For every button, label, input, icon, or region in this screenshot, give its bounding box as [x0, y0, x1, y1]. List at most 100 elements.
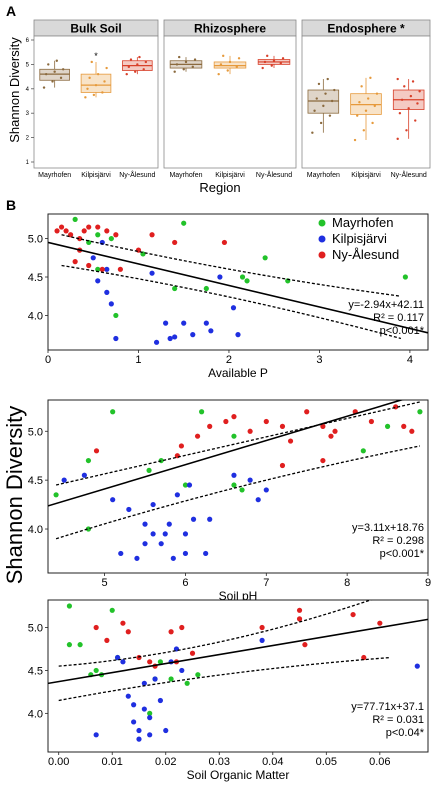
data-point	[178, 55, 181, 59]
data-point-mayrhofen	[85, 457, 92, 464]
data-point-kilpisj-rvi	[136, 727, 142, 734]
data-point	[270, 64, 273, 67]
data-point	[315, 97, 318, 100]
x-category-label: Ny-Ålesund	[391, 170, 427, 179]
data-point	[328, 114, 332, 117]
data-point	[182, 68, 185, 71]
data-point-kilpisj-rvi	[179, 667, 185, 674]
data-point	[279, 61, 282, 65]
fit-stat-2: p<0.001*	[380, 325, 425, 337]
panel-label-a: A	[6, 3, 16, 19]
legend-label-mayrhofen: Mayrhofen	[332, 215, 393, 230]
plot-area	[48, 216, 428, 345]
data-point-ny-lesund	[179, 624, 185, 631]
x-category-label: Mayrhofen	[307, 172, 340, 179]
data-point-mayrhofen	[109, 607, 115, 613]
x-tick-label: 0	[45, 354, 51, 366]
data-point-ny-lesund	[401, 423, 407, 429]
data-point-kilpisj-rvi	[142, 521, 148, 527]
box	[307, 89, 340, 114]
y-tick-label: 6	[26, 38, 30, 44]
data-point-kilpisj-rvi	[152, 676, 158, 682]
fit-stat-2: p<0.04*	[386, 727, 425, 739]
data-point-ny-lesund	[368, 418, 375, 425]
data-point	[138, 55, 141, 59]
data-point-ny-lesund	[136, 654, 142, 661]
y-tick-label: 4.5	[28, 272, 43, 284]
data-point-kilpisj-rvi	[182, 550, 189, 557]
data-point-ny-lesund	[86, 262, 92, 269]
data-point-ny-lesund	[113, 232, 119, 238]
data-point-mayrhofen	[262, 255, 268, 261]
data-point-mayrhofen	[203, 285, 209, 292]
x-category-label: Mayrhofen	[169, 172, 202, 179]
data-point-ny-lesund	[409, 428, 415, 434]
data-point-kilpisj-rvi	[61, 477, 67, 483]
x-category-label: Kilpisjärvi	[81, 172, 111, 179]
data-point-ny-lesund	[223, 418, 229, 425]
data-point-kilpisj-rvi	[231, 472, 237, 478]
x-category-label: Ny-Ålesund	[119, 170, 155, 179]
data-point-kilpisj-rvi	[190, 332, 196, 338]
y-tick-label: 4.0	[28, 310, 43, 322]
data-point-ny-lesund	[328, 433, 334, 439]
data-point-mayrhofen	[244, 278, 250, 284]
data-point-kilpisj-rvi	[131, 702, 137, 708]
y-tick-label: 5.0	[28, 622, 43, 634]
data-point-kilpisj-rvi	[203, 320, 209, 326]
x-category-label: Ny-Ålesund	[256, 170, 292, 179]
fit-stat-0: y=-2.94x+42.11	[348, 299, 424, 311]
data-point-ny-lesund	[377, 620, 383, 626]
x-axis-label: Available P	[208, 366, 268, 380]
data-point	[407, 107, 410, 110]
data-point-kilpisj-rvi	[414, 663, 420, 669]
data-point	[326, 77, 329, 81]
data-point	[396, 77, 399, 81]
data-point	[411, 80, 415, 83]
data-point	[263, 60, 267, 64]
confidence-band-upper	[61, 234, 401, 297]
data-point	[94, 83, 98, 87]
data-point	[44, 72, 48, 76]
x-tick-label: 6	[182, 577, 188, 589]
data-point	[317, 82, 321, 86]
data-point-kilpisj-rvi	[163, 727, 169, 734]
data-point-mayrhofen	[239, 274, 246, 280]
data-point-kilpisj-rvi	[108, 301, 114, 307]
significance-marker: *	[94, 51, 98, 61]
x-category-label: Kilpisjärvi	[351, 172, 381, 179]
data-point-mayrhofen	[384, 423, 391, 429]
data-point	[125, 72, 128, 76]
plot-frame	[163, 35, 297, 169]
data-point	[47, 63, 50, 66]
data-point-kilpisj-rvi	[114, 654, 121, 661]
fit-stat-1: R² = 0.117	[373, 312, 424, 324]
data-point-kilpisj-rvi	[90, 255, 96, 261]
data-point-kilpisj-rvi	[162, 531, 168, 537]
data-point-mayrhofen	[113, 312, 119, 319]
data-point-ny-lesund	[259, 624, 265, 631]
data-point	[228, 60, 232, 64]
data-point-ny-lesund	[147, 659, 153, 665]
x-tick-label: 0.03	[209, 756, 230, 768]
y-tick-label: 4.5	[28, 665, 43, 677]
data-point-kilpisj-rvi	[142, 541, 148, 547]
data-point-mayrhofen	[199, 409, 205, 415]
y-tick-label: 4.0	[28, 524, 43, 536]
legend-label-kilpisj-rvi: Kilpisjärvi	[332, 231, 387, 246]
y-tick-label: 5.0	[28, 234, 43, 246]
data-point	[313, 109, 316, 112]
confidence-band-upper	[55, 401, 421, 486]
data-point-mayrhofen	[95, 232, 101, 238]
data-point-mayrhofen	[181, 220, 187, 226]
data-point-ny-lesund	[104, 228, 110, 234]
x-tick-label: 0.04	[262, 756, 283, 768]
y-tick-label: 5	[26, 62, 30, 68]
data-point-mayrhofen	[72, 216, 78, 222]
data-point	[371, 121, 374, 125]
fit-stat-1: R² = 0.031	[372, 714, 424, 726]
data-point-kilpisj-rvi	[208, 328, 214, 334]
data-point-kilpisj-rvi	[259, 637, 265, 643]
data-point	[86, 87, 89, 91]
data-point-mayrhofen	[402, 274, 408, 280]
